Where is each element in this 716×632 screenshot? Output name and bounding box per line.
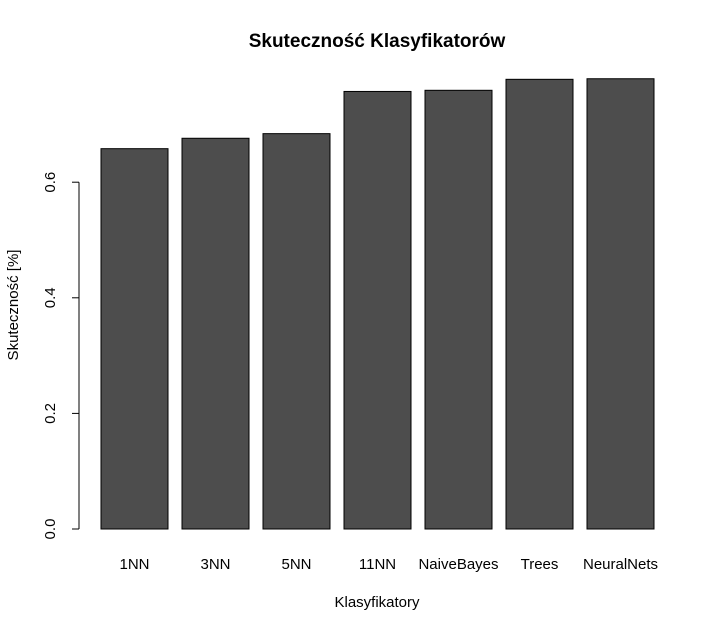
category-label: Trees	[521, 556, 559, 573]
bar-trees	[505, 78, 574, 530]
category-label: NaiveBayes	[418, 556, 498, 573]
category-label: NeuralNets	[583, 556, 658, 573]
y-axis-label: Skuteczność [%]	[5, 250, 22, 361]
category-label: 5NN	[281, 556, 311, 573]
bar-5nn	[262, 133, 331, 530]
y-tick-label: 0.4	[42, 287, 59, 308]
bar-neuralnets	[586, 78, 655, 530]
bar-11nn	[343, 90, 412, 530]
x-axis-label: Klasyfikatory	[334, 594, 420, 611]
y-tick-label: 0.0	[42, 519, 59, 540]
bar-1nn	[100, 148, 169, 530]
bar-group	[100, 78, 655, 530]
y-tick-group: 0.0 0.2 0.4 0.6	[42, 172, 79, 540]
bar-3nn	[181, 137, 250, 530]
y-tick-label: 0.2	[42, 403, 59, 424]
y-axis: 0.0 0.2 0.4 0.6	[42, 172, 80, 540]
category-label-group: 1NN 3NN 5NN 11NN NaiveBayes Trees NeuralNets	[119, 556, 658, 573]
category-label: 3NN	[200, 556, 230, 573]
chart-title: Skuteczność Klasyfikatorów	[249, 31, 506, 52]
category-label: 1NN	[119, 556, 149, 573]
category-label: 11NN	[359, 556, 396, 573]
y-tick-label: 0.6	[42, 172, 59, 193]
bar-naivebayes	[424, 89, 493, 530]
